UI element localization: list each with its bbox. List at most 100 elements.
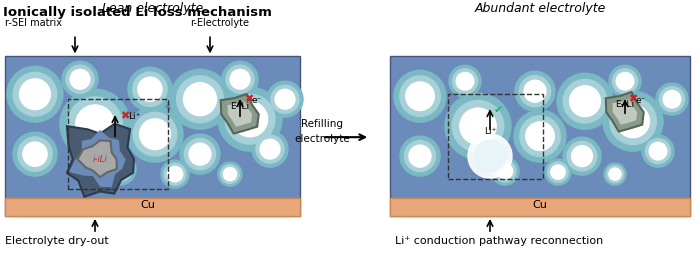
Circle shape — [563, 137, 601, 175]
Circle shape — [400, 136, 440, 176]
Text: e⁻: e⁻ — [636, 96, 646, 105]
Circle shape — [617, 105, 650, 138]
Polygon shape — [67, 124, 134, 197]
Circle shape — [170, 69, 230, 129]
Text: Electrolyte dry-out: Electrolyte dry-out — [5, 236, 108, 246]
Circle shape — [609, 65, 641, 97]
Circle shape — [400, 76, 440, 116]
Circle shape — [645, 139, 671, 164]
Circle shape — [604, 163, 626, 185]
Text: Abundant electrolyte: Abundant electrolyte — [475, 2, 606, 15]
Text: r-Electrolyte: r-Electrolyte — [190, 18, 249, 28]
Circle shape — [184, 139, 216, 170]
Circle shape — [609, 168, 621, 180]
Circle shape — [139, 119, 170, 150]
FancyBboxPatch shape — [390, 56, 690, 216]
Circle shape — [394, 70, 446, 122]
Circle shape — [564, 79, 607, 123]
Circle shape — [260, 139, 280, 159]
Circle shape — [494, 160, 516, 182]
Circle shape — [226, 65, 254, 93]
Text: E-iLi: E-iLi — [615, 100, 635, 109]
Circle shape — [449, 65, 481, 97]
FancyBboxPatch shape — [390, 198, 690, 216]
Circle shape — [189, 143, 211, 165]
Circle shape — [497, 163, 512, 179]
Circle shape — [76, 105, 114, 143]
Circle shape — [557, 73, 613, 129]
Circle shape — [612, 69, 638, 94]
Circle shape — [567, 141, 597, 171]
Circle shape — [176, 76, 223, 122]
Circle shape — [66, 65, 94, 93]
Circle shape — [167, 166, 183, 182]
Circle shape — [13, 72, 57, 116]
Circle shape — [456, 72, 474, 90]
Circle shape — [519, 76, 551, 107]
Circle shape — [409, 145, 431, 167]
Text: e⁻: e⁻ — [251, 96, 261, 105]
Text: Ionically isolated Li loss mechanism: Ionically isolated Li loss mechanism — [3, 6, 272, 19]
Circle shape — [551, 165, 565, 179]
Polygon shape — [220, 94, 259, 134]
Circle shape — [232, 102, 267, 137]
Circle shape — [526, 122, 554, 150]
Text: r-SEI matrix: r-SEI matrix — [5, 18, 62, 28]
Circle shape — [104, 153, 136, 185]
Circle shape — [183, 83, 216, 116]
Circle shape — [515, 71, 555, 111]
Circle shape — [642, 135, 674, 167]
Text: Cu: Cu — [141, 200, 155, 210]
Circle shape — [70, 69, 90, 89]
Circle shape — [570, 86, 601, 117]
Circle shape — [514, 110, 566, 162]
Circle shape — [223, 167, 237, 181]
Circle shape — [127, 106, 183, 162]
Circle shape — [7, 66, 63, 122]
Circle shape — [108, 157, 132, 182]
Text: ✖: ✖ — [244, 94, 253, 104]
Text: Li⁺ conduction pathway reconnection: Li⁺ conduction pathway reconnection — [395, 236, 603, 246]
Circle shape — [23, 142, 47, 166]
Circle shape — [663, 90, 681, 108]
Circle shape — [610, 98, 657, 145]
Circle shape — [460, 108, 496, 144]
Circle shape — [128, 67, 172, 111]
Circle shape — [267, 81, 303, 117]
Text: E-iLi: E-iLi — [230, 102, 250, 111]
FancyBboxPatch shape — [5, 56, 300, 216]
Circle shape — [18, 137, 52, 171]
Text: ✖: ✖ — [120, 111, 130, 121]
Polygon shape — [612, 99, 637, 125]
Polygon shape — [606, 92, 644, 132]
Circle shape — [571, 146, 592, 167]
Circle shape — [468, 134, 512, 178]
Circle shape — [656, 83, 688, 115]
Circle shape — [491, 157, 519, 185]
Circle shape — [406, 82, 434, 110]
Polygon shape — [69, 130, 126, 187]
Circle shape — [20, 79, 50, 110]
Circle shape — [62, 61, 98, 97]
Circle shape — [659, 87, 685, 112]
Circle shape — [271, 85, 299, 113]
Circle shape — [161, 160, 189, 188]
Polygon shape — [228, 101, 252, 127]
Circle shape — [524, 80, 546, 102]
Circle shape — [133, 72, 167, 106]
Circle shape — [218, 162, 242, 186]
Circle shape — [256, 135, 284, 163]
Circle shape — [445, 93, 511, 159]
Circle shape — [111, 160, 129, 178]
Text: Li⁺: Li⁺ — [484, 127, 496, 136]
Circle shape — [68, 97, 122, 152]
Circle shape — [474, 140, 506, 172]
Circle shape — [519, 116, 560, 156]
Circle shape — [616, 72, 634, 90]
Text: ✖: ✖ — [628, 94, 638, 104]
Circle shape — [252, 131, 288, 167]
Circle shape — [60, 89, 130, 159]
Text: Cu: Cu — [533, 200, 547, 210]
Text: electrolyte: electrolyte — [294, 134, 350, 144]
Text: Li⁺: Li⁺ — [128, 112, 141, 121]
